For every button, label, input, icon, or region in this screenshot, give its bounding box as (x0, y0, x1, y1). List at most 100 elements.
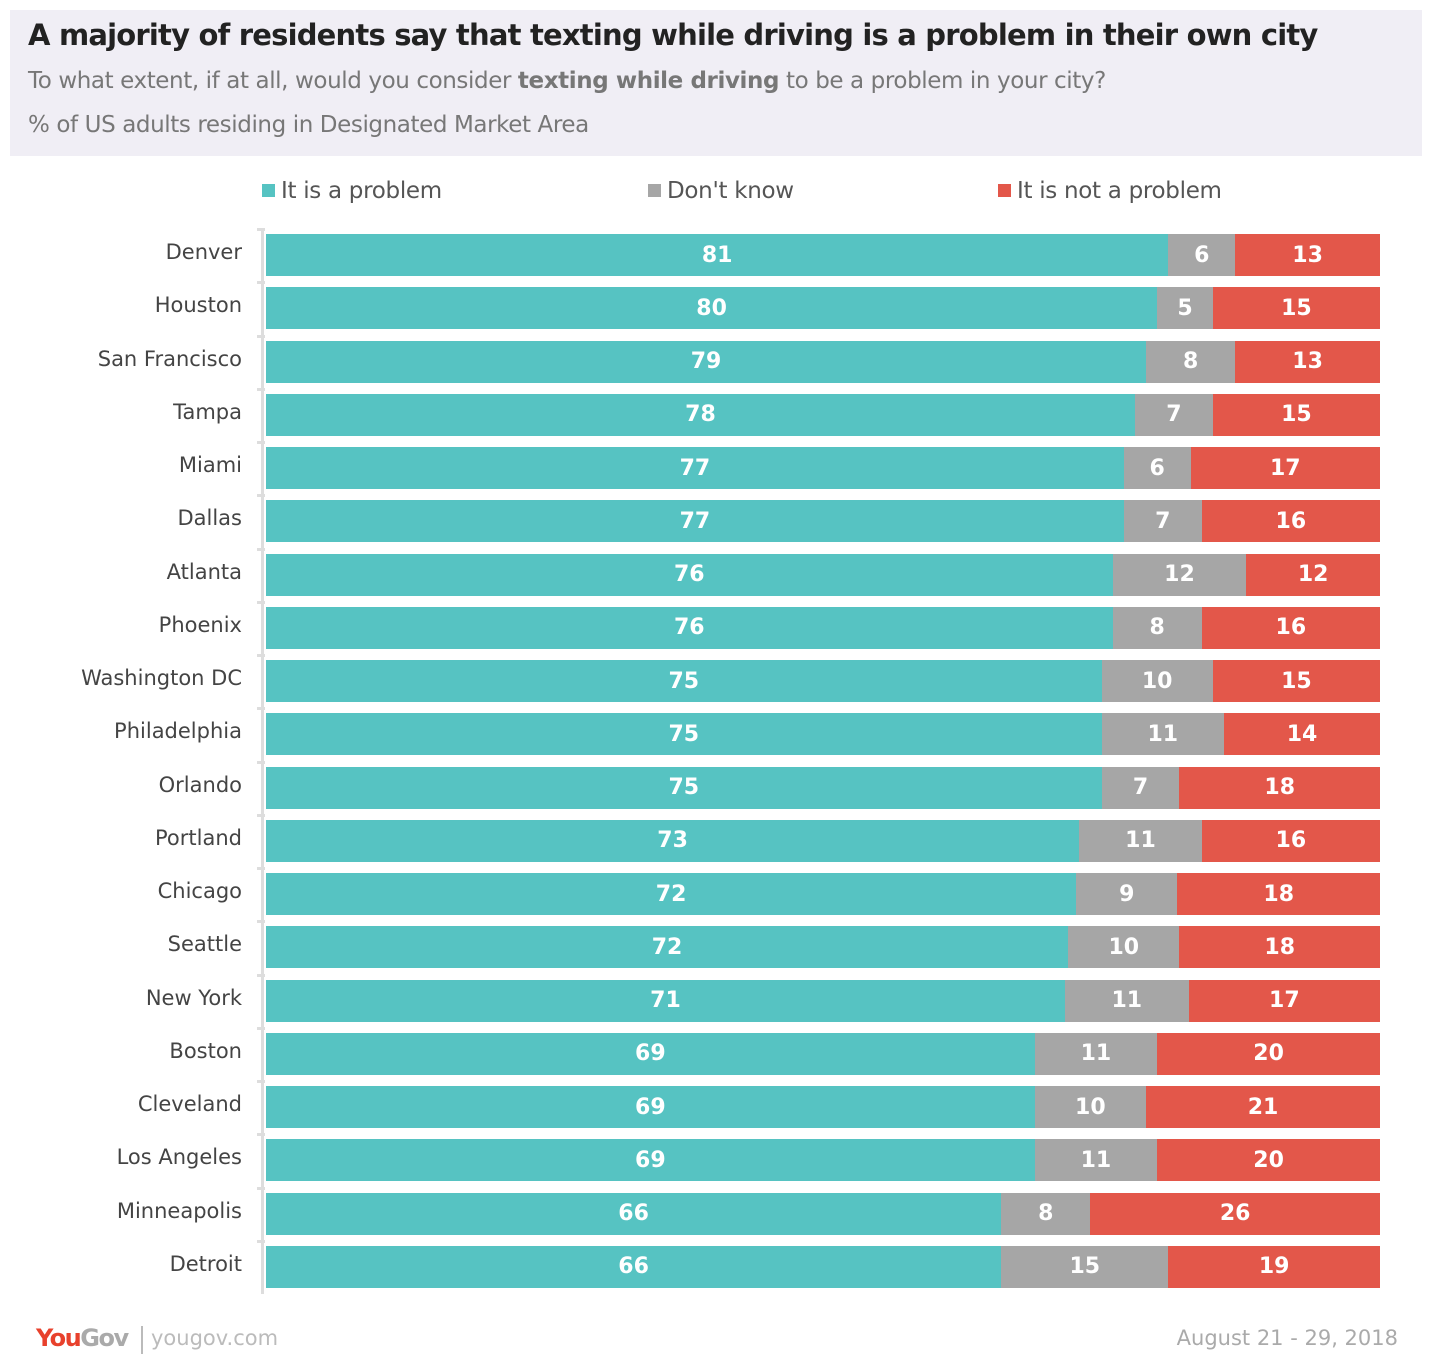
legend-label: Don't know (667, 178, 794, 204)
chart-title: A majority of residents say that texting… (28, 18, 1318, 52)
legend-item: Don't know (648, 178, 794, 204)
bar-segment: 76 (266, 553, 1113, 596)
axis-tick (257, 441, 265, 445)
category-label: Chicago (157, 879, 242, 904)
legend-label: It is not a problem (1017, 178, 1222, 204)
subtitle-text: To what extent, if at all, would you con… (28, 68, 518, 94)
data-label: 11 (1080, 1147, 1112, 1173)
bar-segment: 6 (1123, 447, 1191, 490)
data-label: 72 (651, 934, 683, 960)
data-label: 16 (1275, 615, 1307, 641)
axis-tick (257, 920, 265, 924)
bar-segment: 71 (266, 979, 1065, 1022)
category-label: Houston (154, 293, 242, 318)
data-label: 7 (1166, 402, 1182, 428)
axis-tick (257, 1080, 265, 1084)
bar-segment: 66 (266, 1192, 1002, 1235)
category-label: San Francisco (97, 346, 242, 371)
data-label: 7 (1132, 775, 1149, 801)
data-label: 7 (1155, 508, 1171, 534)
bar-segment: 75 (266, 660, 1102, 703)
data-label: 78 (685, 402, 716, 428)
bar-segment: 11 (1101, 713, 1225, 756)
axis-tick (257, 973, 265, 977)
bar-segment: 7 (1123, 500, 1202, 543)
bar-segment: 18 (1177, 873, 1380, 916)
data-label: 19 (1258, 1254, 1290, 1280)
data-label: 11 (1111, 988, 1143, 1014)
bar-segment: 10 (1101, 660, 1213, 703)
category-label: Seattle (167, 932, 242, 957)
bar-segment: 16 (1201, 606, 1380, 649)
category-label: New York (145, 985, 242, 1010)
bar-segment: 21 (1146, 1086, 1380, 1129)
data-label: 80 (696, 295, 727, 321)
data-label: 16 (1275, 828, 1307, 854)
chart-note: % of US adults residing in Designated Ma… (28, 112, 589, 138)
category-label: Atlanta (166, 559, 242, 584)
bar-segment: 18 (1179, 766, 1380, 809)
data-label: 71 (650, 988, 681, 1014)
data-label: 6 (1194, 242, 1210, 268)
data-label: 17 (1269, 455, 1301, 481)
category-label: Denver (165, 240, 242, 264)
data-label: 5 (1177, 295, 1193, 321)
data-label: 69 (635, 1147, 666, 1173)
axis-tick (257, 707, 265, 711)
axis-tick (257, 1133, 265, 1137)
data-label: 10 (1108, 934, 1140, 960)
category-label: Dallas (177, 506, 242, 531)
category-label: Washington DC (81, 666, 242, 691)
axis-tick (257, 547, 265, 551)
category-label: Philadelphia (114, 719, 242, 744)
bar-segment: 8 (1112, 606, 1202, 649)
header: A majority of residents say that texting… (10, 10, 1422, 156)
category-label: Tampa (173, 399, 242, 424)
bar-segment: 14 (1224, 713, 1380, 756)
category-label: Cleveland (137, 1092, 242, 1117)
data-label: 77 (679, 508, 711, 534)
bar-segment: 72 (266, 873, 1077, 916)
category-label: Miami (178, 453, 242, 478)
data-label: 79 (690, 349, 722, 375)
bar-segment: 26 (1090, 1192, 1380, 1235)
data-label: 76 (674, 615, 705, 641)
data-label: 15 (1281, 668, 1312, 694)
category-label: Minneapolis (116, 1198, 242, 1223)
bar-segment: 6 (1168, 234, 1236, 276)
axis-tick (257, 1026, 265, 1030)
category-label: Los Angeles (116, 1145, 242, 1170)
data-label: 10 (1141, 668, 1173, 694)
data-label: 72 (655, 881, 687, 907)
bar-segment: 15 (1212, 660, 1380, 703)
data-label: 69 (635, 1041, 666, 1067)
data-label: 13 (1292, 349, 1323, 375)
bar-segment: 17 (1190, 447, 1380, 490)
bar-segment: 12 (1246, 553, 1380, 596)
bar-segment: 17 (1188, 979, 1380, 1022)
axis-tick (257, 228, 265, 231)
data-label: 20 (1253, 1147, 1284, 1173)
axis-tick (257, 654, 265, 658)
bar-segment: 11 (1034, 1032, 1158, 1075)
data-label: 73 (657, 828, 688, 854)
legend-swatch (998, 184, 1011, 197)
bar-segment: 8 (1146, 340, 1236, 383)
bar-segment: 11 (1064, 979, 1189, 1022)
bar-segment: 7 (1101, 766, 1180, 809)
data-label: 18 (1264, 934, 1296, 960)
legend-item: It is not a problem (998, 178, 1222, 204)
bar-segment: 7 (1134, 393, 1213, 436)
yougov-logo: YouGov (36, 1324, 129, 1352)
axis-tick (257, 760, 265, 764)
data-label: 11 (1147, 721, 1179, 747)
bar-segment: 12 (1112, 553, 1247, 596)
data-label: 6 (1149, 455, 1165, 481)
data-label: 12 (1297, 562, 1329, 588)
data-label: 10 (1075, 1094, 1106, 1120)
axis-tick (257, 281, 265, 285)
footer-url: yougov.com (151, 1326, 279, 1350)
bar-segment: 16 (1201, 819, 1380, 862)
bar-segment: 13 (1235, 340, 1380, 383)
data-label: 8 (1182, 349, 1199, 375)
